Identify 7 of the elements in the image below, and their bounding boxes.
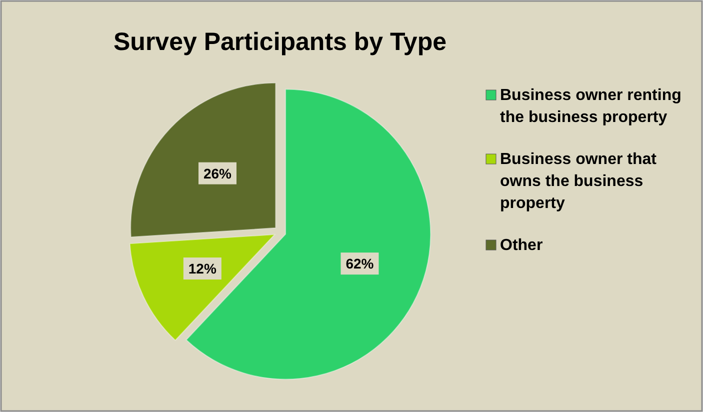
legend-label: Business owner renting the business property: [500, 87, 682, 126]
legend-label: Business owner that owns the business property: [500, 151, 658, 212]
chart-title: Survey Participants by Type: [114, 28, 447, 56]
data-label: 26%: [203, 165, 232, 182]
legend-label: Other: [500, 237, 543, 254]
data-label: 62%: [346, 256, 374, 272]
data-label: 12%: [188, 260, 217, 277]
